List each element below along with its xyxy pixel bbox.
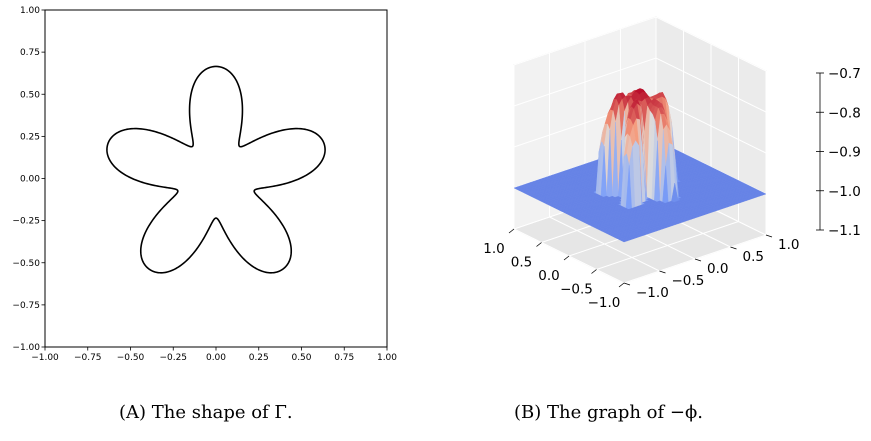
y-tick-mark [694,258,702,262]
x-tick-label: −0.5 [560,282,593,298]
x-tick-mark [618,282,625,288]
y-tick-label: −1.0 [636,285,669,301]
x-tick-label: 0.75 [334,353,354,363]
x-tick-label: 0.25 [249,353,269,363]
x-tick-label: 0.0 [538,268,559,284]
x-tick-label: −0.25 [159,353,187,363]
y-tick-mark [730,246,737,250]
y-tick-label: 0.75 [20,48,40,58]
y-tick-mark [659,270,666,274]
figure: −1.00 −0.75 −0.50 −0.25 0.00 0.25 0.50 0.75 1.00… [12,6,861,363]
shape-plot-frame [44,9,388,348]
y-tick-mark [623,282,631,286]
x-tick-label: 0.50 [291,353,311,363]
y-tick-label: 0.50 [20,90,40,100]
y-tick-label: 0.00 [20,175,40,185]
y-tick-label: −0.75 [12,301,40,311]
x-tick-label: −1.00 [31,353,59,363]
x-tick-mark [508,228,515,234]
y-tick-label: −0.25 [12,217,40,227]
surface-plot: −1.0−0.50.00.51.0−1.0−0.50.00.51.0−0.7−0… [483,16,861,311]
caption-b: (B) The graph of −ϕ. [514,402,703,423]
x-tick-label: 0.5 [511,255,532,271]
surface-facet [620,239,628,243]
gamma-curve [106,65,326,274]
x-tick-label: −1.0 [588,295,621,311]
grid-line [513,16,767,72]
z-tick-label: −0.7 [828,66,861,82]
y-tick-label: −1.00 [12,343,40,353]
x-tick-mark [563,255,570,261]
x-tick-label: −0.50 [117,353,145,363]
x-tick-mark [536,242,542,247]
z-tick-label: −1.0 [828,184,861,200]
y-tick-label: −0.5 [672,273,705,289]
z-tick-label: −0.9 [828,145,861,161]
y-tick-label: 1.00 [20,6,40,16]
z-tick-label: −1.1 [828,223,861,239]
z-tick-label: −0.8 [828,105,861,121]
x-tick-label: 1.0 [483,241,504,257]
shape-plot: −1.00 −0.75 −0.50 −0.25 0.00 0.25 0.50 0.75 1.00… [12,6,397,363]
x-tick-label: 0.00 [206,353,226,363]
caption-b-text: The graph of −ϕ. [547,402,703,423]
y-tick-mark [765,234,773,238]
caption-a-text: The shape of Γ. [151,402,293,423]
y-tick-label: 0.25 [20,132,40,142]
caption-a: (A) The shape of Γ. [119,402,293,423]
x-tick-mark [591,269,597,274]
y-tick-label: 0.5 [743,249,764,265]
y-tick-label: 1.0 [778,237,799,253]
caption-b-label: (B) [514,402,542,423]
x-tick-label: −0.75 [74,353,102,363]
caption-a-label: (A) [119,402,147,423]
grid-line [513,57,767,113]
y-tick-label: −0.50 [12,259,40,269]
x-tick-label: 1.00 [377,353,397,363]
y-tick-label: 0.0 [707,261,728,277]
